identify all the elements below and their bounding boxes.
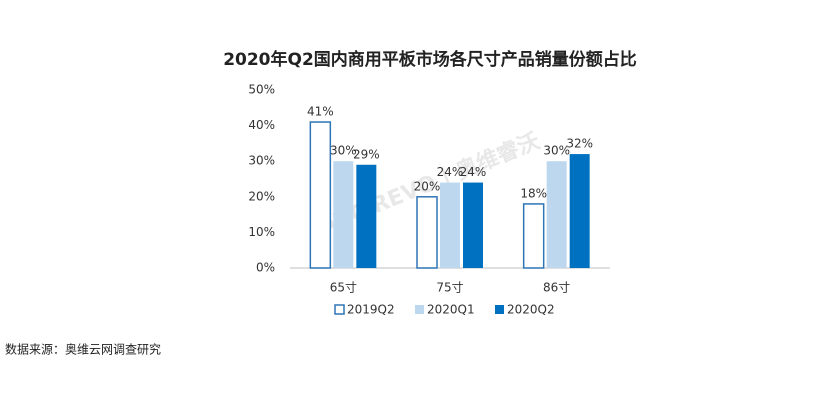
y-tick-label: 10% bbox=[248, 225, 275, 239]
x-tick-label: 86寸 bbox=[543, 281, 570, 295]
y-tick-label: 50% bbox=[248, 83, 275, 97]
legend-label: 2020Q2 bbox=[507, 303, 555, 317]
legend-swatch bbox=[495, 305, 504, 314]
legend-label: 2020Q1 bbox=[427, 303, 475, 317]
value-label: 30% bbox=[330, 144, 357, 158]
value-label: 41% bbox=[307, 105, 334, 119]
bar bbox=[416, 196, 438, 269]
value-label: 29% bbox=[353, 147, 380, 161]
bar bbox=[463, 182, 483, 268]
y-tick-label: 30% bbox=[248, 154, 275, 168]
bar bbox=[333, 161, 354, 268]
chart-title: 2020年Q2国内商用平板市场各尺寸产品销量份额占比 bbox=[223, 49, 637, 70]
bar bbox=[309, 121, 332, 269]
legend-label: 2019Q2 bbox=[347, 303, 395, 317]
value-label: 20% bbox=[414, 179, 441, 193]
y-tick-label: 40% bbox=[248, 118, 275, 132]
value-label: 32% bbox=[566, 137, 593, 151]
bar bbox=[522, 203, 545, 269]
value-label: 18% bbox=[520, 186, 547, 200]
bar bbox=[356, 164, 377, 268]
value-label: 30% bbox=[543, 144, 570, 158]
source-note: 数据来源：奥维云网调查研究 bbox=[5, 342, 161, 357]
x-tick-label: 75寸 bbox=[436, 281, 463, 295]
bar bbox=[569, 154, 590, 268]
value-label: 24% bbox=[460, 165, 487, 179]
y-tick-label: 0% bbox=[256, 261, 275, 275]
legend-swatch bbox=[334, 304, 345, 315]
value-label: 24% bbox=[437, 165, 464, 179]
y-tick-label: 20% bbox=[248, 189, 275, 203]
legend-swatch bbox=[415, 305, 424, 314]
bar bbox=[440, 182, 460, 268]
x-tick-label: 65寸 bbox=[330, 281, 357, 295]
bar bbox=[546, 161, 567, 268]
